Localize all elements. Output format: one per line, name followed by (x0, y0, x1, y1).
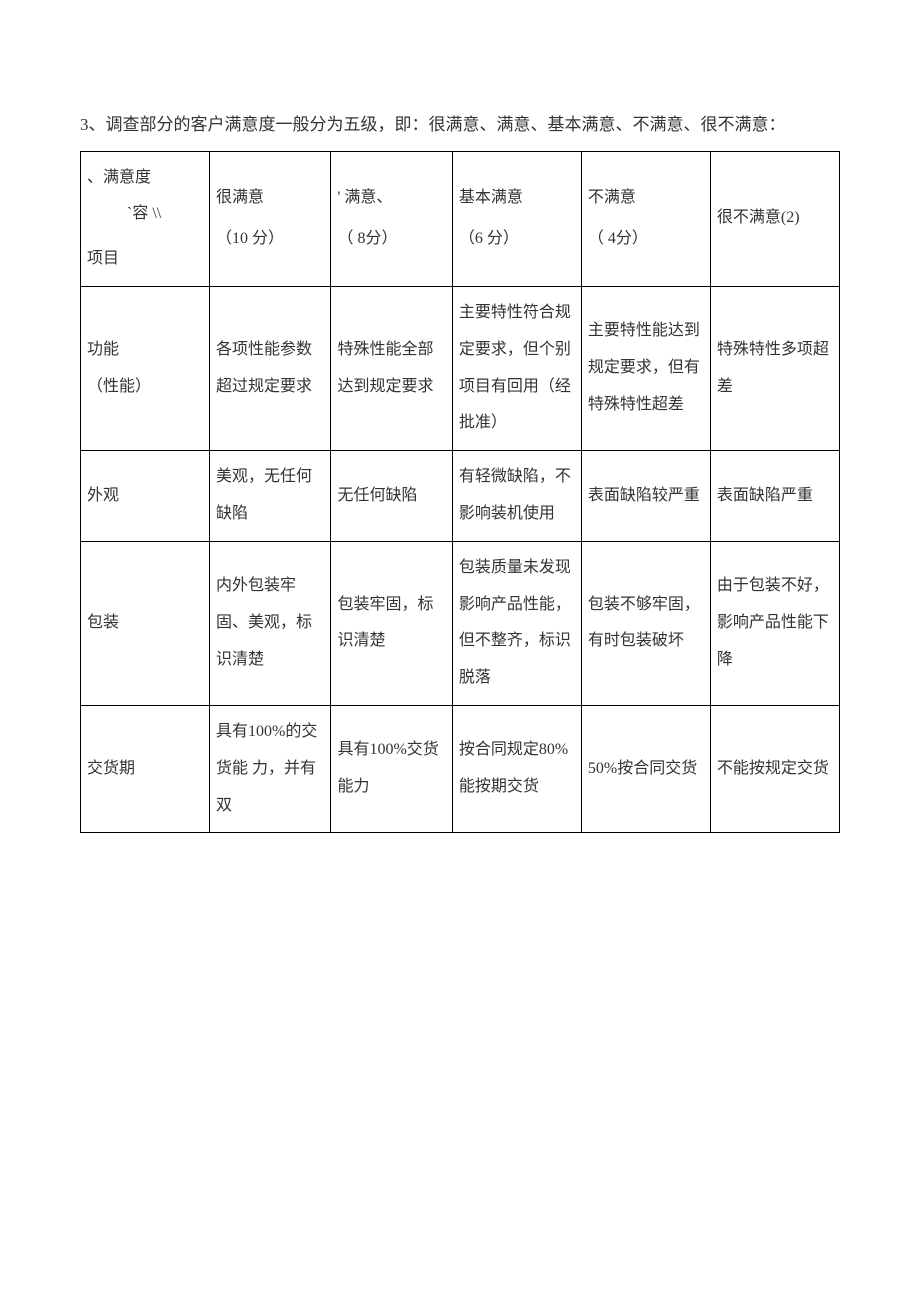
row-item: 交货期 (81, 705, 210, 832)
row-item: 包装 (81, 541, 210, 705)
row-cell: 主要特性符合规定要求，但个别项目有回用（经批准） (452, 286, 581, 450)
row-cell: 特殊性能全部达到规定要求 (331, 286, 452, 450)
satisfaction-table: 、满意度 `容 \\ 项目 很满意 （10 分） ' 满意、 （ 8分） 基本满… (80, 151, 840, 834)
row-cell: 各项性能参数超过规定要求 (210, 286, 331, 450)
table-row: 功能 （性能） 各项性能参数超过规定要求 特殊性能全部达到规定要求 主要特性符合… (81, 286, 840, 450)
table-header-row: 、满意度 `容 \\ 项目 很满意 （10 分） ' 满意、 （ 8分） 基本满… (81, 151, 840, 286)
row-cell: 包装不够牢固，有时包装破坏 (581, 541, 710, 705)
header-col-1: 很满意 （10 分） (210, 151, 331, 286)
row-item: 功能 （性能） (81, 286, 210, 450)
row-cell: 内外包装牢固、美观，标识清楚 (210, 541, 331, 705)
row-cell: 主要特性能达到规定要求，但有特殊特性超差 (581, 286, 710, 450)
row-cell: 50%按合同交货 (581, 705, 710, 832)
table-row: 交货期 具有100%的交货能 力，并有双 具有100%交货能力 按合同规定80%… (81, 705, 840, 832)
row-cell: 表面缺陷较严重 (581, 451, 710, 542)
table-row: 外观 美观，无任何缺陷 无任何缺陷 有轻微缺陷，不影响装机使用 表面缺陷较严重 … (81, 451, 840, 542)
row-cell: 美观，无任何缺陷 (210, 451, 331, 542)
row-item: 外观 (81, 451, 210, 542)
row-cell: 具有100%的交货能 力，并有双 (210, 705, 331, 832)
row-cell: 包装牢固，标识清楚 (331, 541, 452, 705)
row-cell: 表面缺陷严重 (710, 451, 839, 542)
row-cell: 按合同规定80%能按期交货 (452, 705, 581, 832)
header-col-2: ' 满意、 （ 8分） (331, 151, 452, 286)
row-cell: 包装质量未发现影响产品性能，但不整齐，标识脱落 (452, 541, 581, 705)
intro-paragraph: 3、调查部分的客户满意度一般分为五级，即：很满意、满意、基本满意、不满意、很不满… (80, 110, 840, 141)
row-cell: 不能按规定交货 (710, 705, 839, 832)
header-diagonal: 、满意度 `容 \\ 项目 (81, 151, 210, 286)
header-col-5: 很不满意(2) (710, 151, 839, 286)
row-cell: 具有100%交货能力 (331, 705, 452, 832)
row-cell: 特殊特性多项超差 (710, 286, 839, 450)
row-cell: 有轻微缺陷，不影响装机使用 (452, 451, 581, 542)
row-cell: 无任何缺陷 (331, 451, 452, 542)
header-col-4: 不满意 （ 4分） (581, 151, 710, 286)
table-row: 包装 内外包装牢固、美观，标识清楚 包装牢固，标识清楚 包装质量未发现影响产品性… (81, 541, 840, 705)
header-col-3: 基本满意 （6 分） (452, 151, 581, 286)
row-cell: 由于包装不好，影响产品性能下降 (710, 541, 839, 705)
